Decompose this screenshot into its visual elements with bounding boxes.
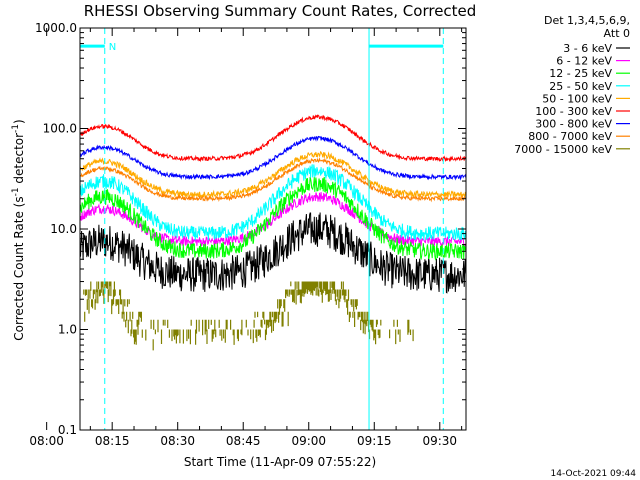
series-line-7 — [79, 157, 467, 203]
series-line-2 — [79, 176, 467, 261]
legend-header-line2: Att 0 — [604, 27, 630, 40]
legend-label-4: 50 - 100 keV — [542, 92, 612, 105]
x-tick-label-2: 08:30 — [160, 434, 195, 448]
legend-label-3: 25 - 50 keV — [549, 80, 612, 93]
series-line-8 — [83, 281, 414, 351]
series-line-3 — [79, 164, 467, 241]
y-tick-label-4: 1000.0 — [35, 21, 77, 35]
legend-label-1: 6 - 12 keV — [556, 55, 612, 68]
legend-label-7: 800 - 7000 keV — [528, 130, 612, 143]
chart-title: RHESSI Observing Summary Count Rates, Co… — [84, 2, 477, 20]
legend-label-2: 12 - 25 keV — [549, 67, 612, 80]
series-line-6 — [79, 135, 467, 181]
x-tick-label-3: 08:45 — [226, 434, 261, 448]
y-axis-label: Corrected Count Rate (s-1 detector-1) — [11, 119, 26, 340]
legend-label-6: 300 - 800 keV — [535, 118, 612, 131]
series-line-0 — [79, 212, 467, 294]
y-tick-label-2: 10.0 — [50, 222, 77, 236]
timestamp: 14-Oct-2021 09:44 — [551, 469, 637, 479]
x-tick-label-1: 08:15 — [95, 434, 130, 448]
legend-label-0: 3 - 6 keV — [563, 42, 612, 55]
x-tick-label-4: 09:00 — [291, 434, 326, 448]
x-tick-label-0: 08:00 — [29, 434, 64, 448]
series-line-4 — [79, 150, 467, 200]
plot-area: N 0.1 1.0 10.0 100.0 1000.0 08:00 08:15 08:30 08:… — [29, 21, 467, 448]
x-tick-label-5: 09:15 — [357, 434, 392, 448]
x-tick-label-6: 09:30 — [422, 434, 457, 448]
legend-header-line1: Det 1,3,4,5,6,9, — [544, 14, 630, 27]
y-tick-label-0: 0.1 — [58, 423, 77, 437]
y-tick-label-3: 100.0 — [43, 122, 77, 136]
legend-label-8: 7000 - 15000 keV — [514, 143, 612, 156]
y-tick-label-1: 1.0 — [58, 323, 77, 337]
legend-label-5: 100 - 300 keV — [535, 105, 612, 118]
flag-n-label: N — [109, 42, 116, 53]
series-line-5 — [79, 114, 466, 163]
x-axis-label: Start Time (11-Apr-09 07:55:22) — [184, 455, 376, 469]
